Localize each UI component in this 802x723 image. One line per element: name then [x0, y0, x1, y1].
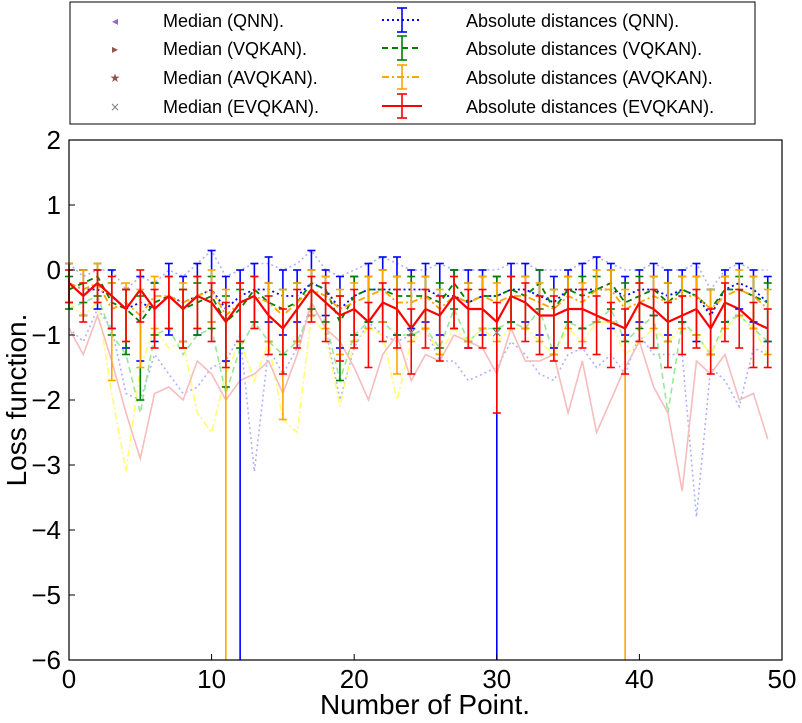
legend-label: Median (VQKAN).: [163, 39, 307, 59]
legend-entry: Absolute distances (QNN).: [382, 7, 679, 33]
legend-label: Absolute distances (QNN).: [466, 11, 679, 31]
legend-entry: × Median (EVQKAN).: [110, 97, 319, 117]
errorbars-series-2: [65, 262, 772, 660]
legend-entry: ◂ Median (QNN).: [112, 11, 284, 31]
y-tick-label: −4: [31, 515, 61, 545]
median-marker: ×: [491, 325, 503, 341]
faint-line-0: [68, 300, 769, 518]
legend-label: Median (QNN).: [163, 11, 284, 31]
median-markers: × ×: [405, 325, 502, 341]
y-tick-label: −6: [31, 645, 61, 675]
x-tick-label: 30: [482, 664, 511, 694]
series-line-2: [68, 281, 769, 317]
legend-marker: ▸: [112, 42, 118, 56]
x-tick-label: 10: [197, 664, 226, 694]
faint-line-4: [68, 300, 769, 492]
y-tick-label: −2: [31, 385, 61, 415]
legend-label: Absolute distances (AVQKAN).: [466, 68, 713, 88]
median-marker: ×: [405, 325, 417, 341]
legend-entry: Absolute distances (EVQKAN).: [382, 93, 714, 119]
legend-marker: ×: [110, 100, 120, 114]
series-lines: [68, 275, 769, 331]
y-tick-label: 2: [47, 125, 61, 155]
legend-label: Absolute distances (VQKAN).: [466, 39, 702, 59]
legend-entry: ▸ Median (VQKAN).: [112, 39, 307, 59]
legend-label: Median (EVQKAN).: [163, 97, 319, 117]
faint-bound-lines: [68, 249, 769, 518]
series-line-1: [68, 275, 769, 325]
x-axis-label: Number of Point.: [320, 689, 530, 720]
plot-frame: [68, 139, 783, 661]
legend-label: Absolute distances (EVQKAN).: [466, 97, 714, 117]
legend-entry: ★ Median (AVQKAN).: [110, 68, 318, 88]
x-tick-label: 50: [768, 664, 797, 694]
y-tick-label: 1: [47, 190, 61, 220]
faint-line-1: [68, 249, 768, 291]
x-tick-label: 40: [625, 664, 654, 694]
y-axis-label: Loss function.: [1, 314, 32, 487]
x-tick-label: 20: [340, 664, 369, 694]
x-tick-label: 0: [62, 664, 76, 694]
legend-entry: Absolute distances (AVQKAN).: [382, 64, 713, 90]
legend-marker: ◂: [112, 14, 118, 28]
errorbars-series-3: [65, 269, 772, 414]
legend-label: Median (AVQKAN).: [163, 68, 318, 88]
legend-box: [69, 1, 756, 125]
errorbars-series-0: [65, 249, 772, 660]
legend: ◂ Median (QNN). ▸ Median (VQKAN). ★ Median (A…: [110, 7, 714, 119]
y-tick-label: −1: [31, 320, 61, 350]
faint-line-3: [68, 300, 769, 472]
legend-entry: Absolute distances (VQKAN).: [382, 35, 702, 61]
error-bars: [65, 249, 772, 660]
series-line-3: [68, 281, 769, 331]
legend-marker: ★: [110, 71, 121, 85]
y-tick-label: −3: [31, 450, 61, 480]
y-tick-label: 0: [47, 255, 61, 285]
y-tick-label: −5: [31, 580, 61, 610]
